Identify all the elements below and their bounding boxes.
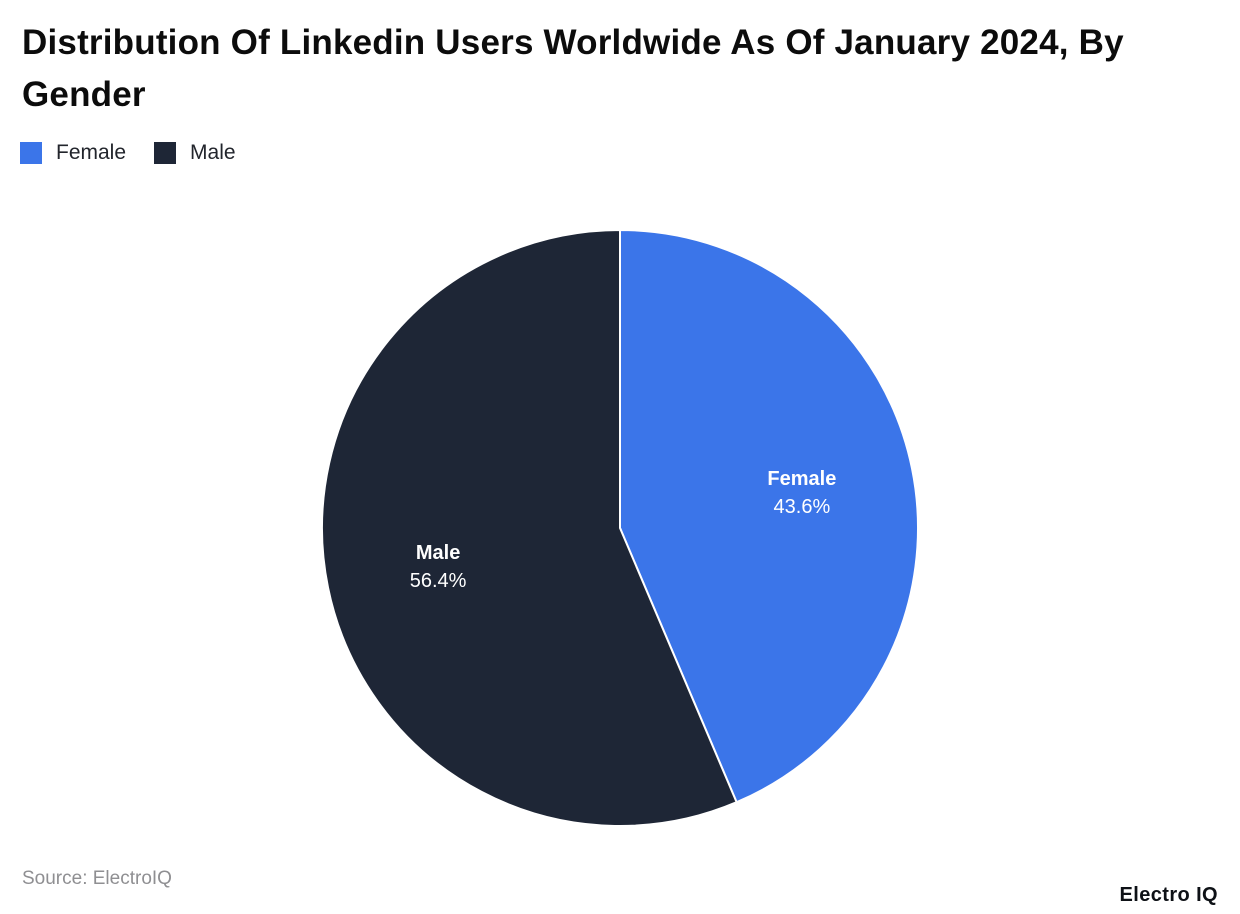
pie-chart: Female 43.6% Male 56.4% bbox=[320, 228, 920, 828]
pie-slice-female bbox=[619, 229, 919, 804]
slice-label-female: Female bbox=[767, 468, 836, 490]
legend-item-male: Male bbox=[154, 141, 236, 165]
legend-item-female: Female bbox=[20, 141, 126, 165]
pie-chart-svg: Female 43.6% Male 56.4% bbox=[321, 229, 919, 827]
slice-value-male: 56.4% bbox=[410, 570, 467, 592]
legend-label-female: Female bbox=[56, 141, 127, 164]
legend-swatch-male bbox=[154, 142, 177, 164]
chart-title: Distribution Of Linkedin Users Worldwide… bbox=[22, 23, 1124, 114]
legend-swatch-female bbox=[20, 142, 42, 164]
legend: Female Male bbox=[20, 141, 236, 165]
legend-label-male: Male bbox=[190, 141, 236, 164]
slice-value-female: 43.6% bbox=[774, 496, 831, 518]
brand-logo: Electro IQ bbox=[1119, 884, 1218, 906]
pie-slice-male bbox=[321, 229, 738, 827]
source-note: Source: ElectroIQ bbox=[22, 868, 172, 889]
slice-label-male: Male bbox=[416, 542, 460, 564]
